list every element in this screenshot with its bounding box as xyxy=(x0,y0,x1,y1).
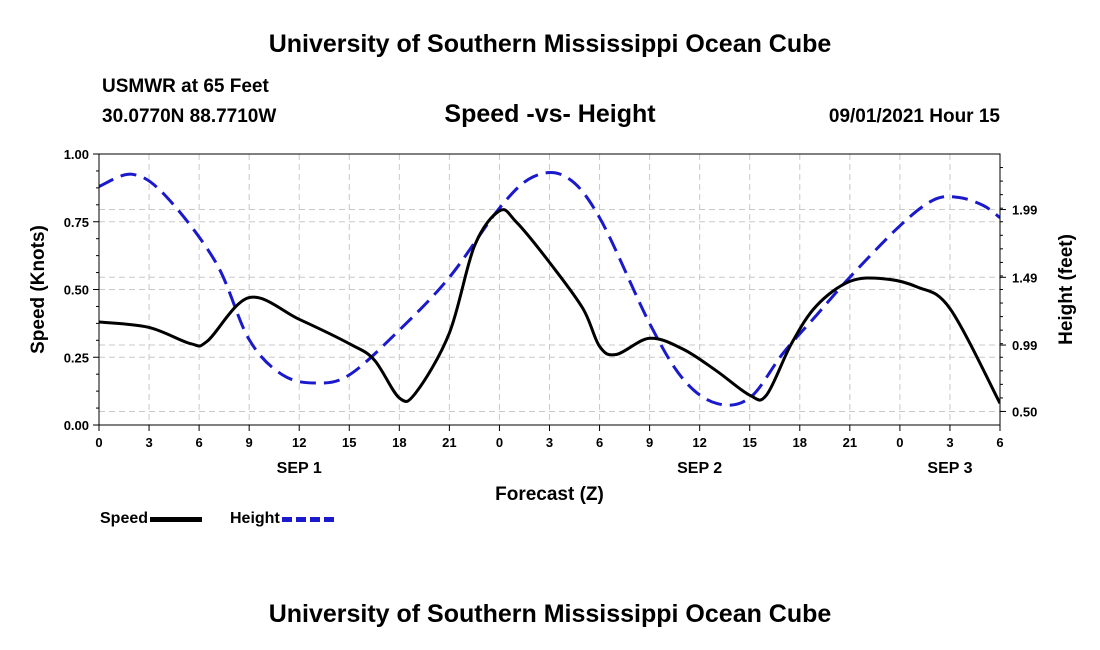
legend-height-swatch xyxy=(281,516,334,522)
x-tick-label: 15 xyxy=(742,435,756,450)
y-tick-label-left: 1.00 xyxy=(64,147,89,162)
x-tick-label: 12 xyxy=(692,435,706,450)
y-tick-label-left: 0.75 xyxy=(64,215,89,230)
x-tick-label: 3 xyxy=(946,435,953,450)
station-coordinates: 30.0770N 88.7710W xyxy=(102,106,277,127)
legend-speed-swatch xyxy=(150,516,203,522)
x-tick-label: 12 xyxy=(292,435,306,450)
x-tick-label: 21 xyxy=(442,435,456,450)
axis-layer: 0 3 6 9 12 15 18 21 0 3 6 9 12 15 18 21 0 3 6 SEP 1 SEP 2 SEP… xyxy=(64,147,1038,477)
issue-time: 09/01/2021 Hour 15 xyxy=(828,106,1000,127)
x-tick-label: 3 xyxy=(145,435,152,450)
chart-title: Speed -vs- Height xyxy=(444,100,656,128)
x-date-label: SEP 1 xyxy=(277,460,322,477)
footer-title: University of Southern Mississippi Ocean… xyxy=(268,600,832,628)
x-tick-label: 18 xyxy=(793,435,807,450)
y-tick-label-right: 1.99 xyxy=(1012,203,1037,218)
x-tick-label: 6 xyxy=(195,435,202,450)
y-axis-title-left: Speed (Knots) xyxy=(28,225,49,354)
station-name: USMWR at 65 Feet xyxy=(102,76,269,97)
x-tick-label: 15 xyxy=(342,435,356,450)
y-tick-label-right: 0.99 xyxy=(1012,338,1037,353)
grid-layer xyxy=(99,154,1000,425)
x-tick-label: 6 xyxy=(996,435,1003,450)
x-date-label: SEP 3 xyxy=(927,460,972,477)
height-series-line xyxy=(99,171,1000,407)
y-tick-label-left: 0.00 xyxy=(64,418,89,433)
x-tick-label: 0 xyxy=(896,435,903,450)
page-title: University of Southern Mississippi Ocean… xyxy=(268,30,832,58)
y-tick-label-right: 1.49 xyxy=(1012,270,1037,285)
x-tick-label: 0 xyxy=(496,435,503,450)
speed-series-line xyxy=(99,208,1000,404)
x-tick-label: 3 xyxy=(546,435,553,450)
legend-height-label: Height xyxy=(230,510,280,527)
x-tick-label: 9 xyxy=(246,435,253,450)
legend-speed: Speed xyxy=(100,509,203,529)
x-tick-label: 0 xyxy=(95,435,102,450)
x-tick-label: 21 xyxy=(843,435,857,450)
legend-height: Height xyxy=(230,509,334,529)
x-axis-title: Forecast (Z) xyxy=(495,484,604,505)
y-axis-title-right: Height (feet) xyxy=(1056,234,1077,345)
legend-speed-label: Speed xyxy=(100,510,149,527)
x-tick-label: 9 xyxy=(646,435,653,450)
y-tick-label-right: 0.50 xyxy=(1012,404,1037,419)
x-tick-label: 18 xyxy=(392,435,406,450)
x-tick-label: 6 xyxy=(596,435,603,450)
x-date-label: SEP 2 xyxy=(677,460,722,477)
y-tick-label-left: 0.50 xyxy=(64,283,89,298)
series-layer xyxy=(99,171,1000,407)
y-tick-label-left: 0.25 xyxy=(64,350,89,365)
